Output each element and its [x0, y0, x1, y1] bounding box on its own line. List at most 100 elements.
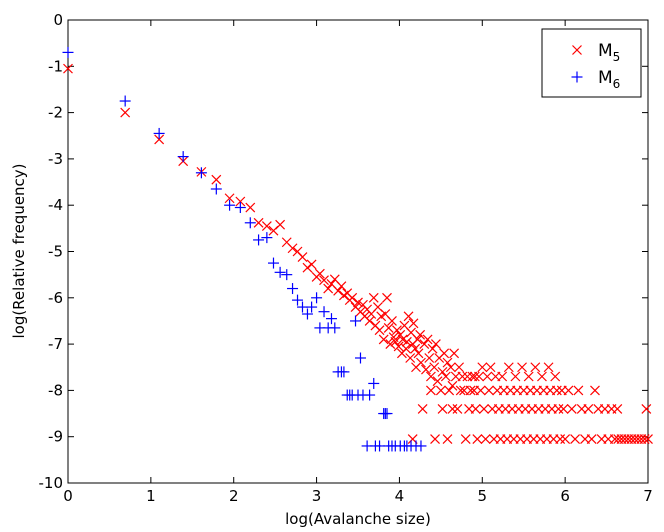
data-point-M6 — [210, 183, 222, 195]
x-tick-label: 6 — [560, 487, 570, 505]
y-tick-label: -3 — [48, 150, 63, 168]
data-point-M6 — [224, 199, 236, 211]
x-axis-label: log(Avalanche size) — [285, 510, 431, 528]
data-point-M5 — [442, 434, 453, 444]
data-point-M5 — [452, 403, 463, 414]
y-tick-label: -4 — [48, 196, 63, 214]
data-point-M5 — [410, 343, 421, 354]
data-point-M6 — [350, 315, 362, 327]
data-point-M5 — [442, 357, 453, 368]
data-point-M5 — [302, 262, 313, 273]
data-point-M5 — [333, 285, 344, 296]
data-point-M6 — [281, 269, 293, 281]
data-point-M5 — [447, 380, 458, 391]
data-point-M6 — [354, 352, 366, 364]
data-point-M5 — [306, 259, 317, 270]
data-point-M6 — [274, 266, 286, 278]
y-tick-label: -10 — [39, 474, 64, 492]
data-point-M6 — [261, 232, 273, 244]
data-point-M5 — [639, 434, 650, 444]
data-point-M5 — [643, 434, 653, 444]
data-point-M5 — [573, 385, 584, 396]
data-point-M5 — [477, 362, 488, 373]
data-point-M6 — [306, 301, 318, 313]
y-tick-label: -7 — [48, 335, 63, 353]
data-point-M5 — [555, 434, 566, 444]
data-point-M5 — [457, 371, 468, 382]
data-point-M5 — [416, 357, 426, 368]
data-point-M5 — [403, 311, 414, 322]
legend-box — [541, 28, 642, 98]
data-point-M5 — [368, 292, 379, 303]
data-point-M5 — [347, 292, 358, 303]
data-point-M6 — [329, 322, 341, 334]
data-point-M5 — [430, 339, 441, 350]
y-tick-label: -8 — [48, 381, 63, 399]
data-point-M5 — [421, 364, 431, 375]
legend-marker-M5 — [572, 45, 582, 55]
data-point-M6 — [338, 366, 350, 378]
data-point-M5 — [563, 385, 574, 396]
x-tick-label: 3 — [312, 487, 322, 505]
data-point-M5 — [378, 334, 389, 345]
y-tick-label: 0 — [53, 11, 63, 29]
data-point-M5 — [475, 385, 486, 396]
data-point-M5 — [314, 268, 325, 279]
data-point-M5 — [422, 334, 433, 345]
data-point-M5 — [543, 362, 554, 373]
data-point-M5 — [392, 325, 402, 336]
data-point-M5 — [383, 322, 394, 333]
legend-label: M6 — [598, 68, 620, 91]
x-tick-label: 0 — [63, 487, 73, 505]
data-point-M5 — [612, 403, 623, 414]
data-point-M5 — [415, 329, 426, 340]
data-point-M5 — [560, 434, 571, 444]
data-point-M5 — [550, 371, 561, 382]
data-point-M5 — [235, 196, 246, 207]
data-point-M6 — [244, 217, 256, 229]
y-axis-label: log(Relative frequency) — [10, 163, 28, 338]
data-point-M5 — [425, 385, 436, 396]
data-point-M5 — [460, 434, 471, 444]
data-point-M5 — [497, 371, 508, 382]
data-point-M6 — [153, 127, 165, 139]
data-point-M6 — [253, 234, 265, 246]
y-tick-label: -9 — [48, 428, 63, 446]
data-point-M5 — [440, 371, 451, 382]
x-tick-label: 1 — [146, 487, 156, 505]
data-point-M5 — [353, 297, 363, 308]
data-point-M5 — [586, 434, 597, 444]
data-point-M6 — [234, 202, 246, 214]
y-tick-label: -1 — [48, 57, 63, 75]
data-point-M5 — [470, 403, 481, 414]
data-point-M5 — [454, 362, 465, 373]
data-point-M6 — [267, 257, 279, 269]
data-point-M6 — [287, 283, 299, 295]
data-point-M5 — [297, 252, 308, 262]
data-point-M5 — [382, 292, 392, 303]
data-point-M5 — [245, 202, 256, 213]
data-point-M6 — [301, 308, 313, 320]
data-point-M5 — [253, 217, 264, 228]
data-point-M5 — [590, 385, 600, 396]
data-point-M5 — [387, 316, 397, 326]
data-point-M5 — [483, 385, 494, 396]
data-point-M6 — [62, 46, 74, 58]
data-point-M5 — [429, 362, 440, 373]
data-point-M5 — [462, 371, 473, 382]
data-point-M5 — [224, 193, 235, 204]
data-point-M5 — [401, 336, 412, 347]
data-point-M5 — [474, 371, 484, 382]
data-point-M5 — [261, 221, 272, 231]
data-point-M5 — [437, 366, 448, 377]
data-point-M5 — [427, 343, 438, 354]
data-point-M5 — [319, 275, 329, 286]
data-point-M5 — [424, 353, 435, 363]
data-point-M5 — [472, 434, 483, 444]
data-point-M5 — [412, 334, 423, 345]
data-point-M5 — [566, 403, 577, 414]
x-tick-label: 7 — [643, 487, 653, 505]
data-point-M5 — [510, 371, 521, 382]
data-point-M5 — [583, 403, 594, 414]
data-point-M5 — [523, 371, 534, 382]
